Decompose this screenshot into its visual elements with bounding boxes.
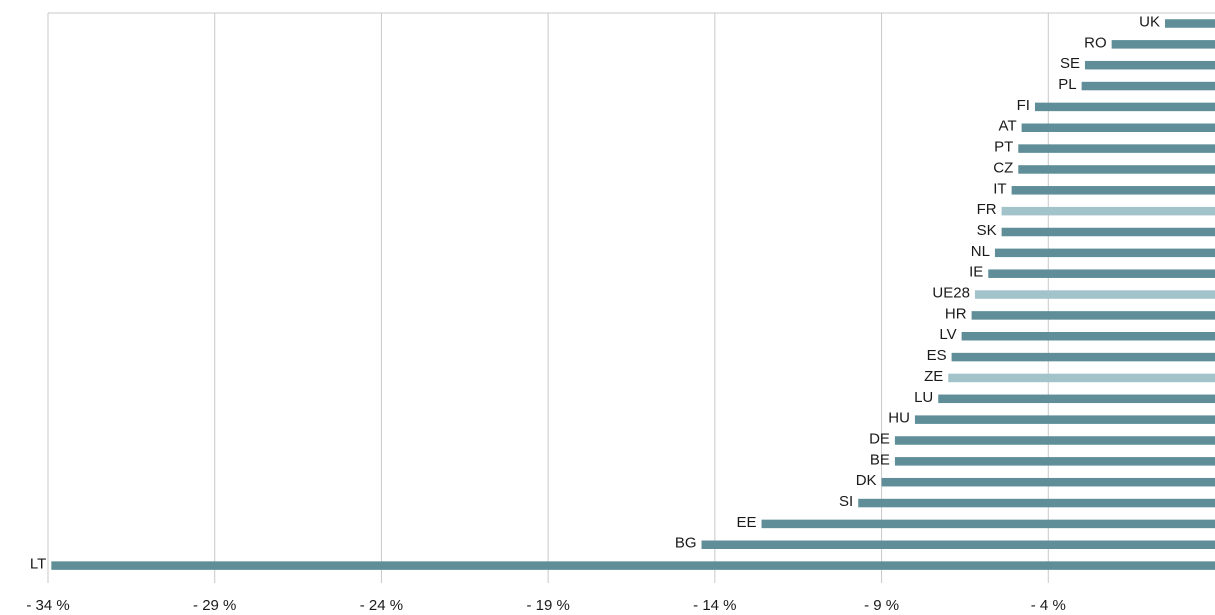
bar-lu (938, 394, 1215, 404)
category-label-it: IT (993, 180, 1006, 197)
x-tick-label-1: - 29 % (193, 597, 236, 614)
category-label-lv: LV (939, 326, 956, 343)
bar-bg (701, 540, 1215, 549)
bar-lt (51, 561, 1215, 570)
x-tick-label-0: - 34 % (26, 597, 69, 614)
bar-fr (1001, 206, 1215, 216)
category-label-at: AT (999, 118, 1017, 135)
category-label-es: ES (927, 347, 947, 364)
category-label-hr: HR (945, 305, 967, 322)
category-label-de: DE (869, 430, 890, 447)
category-label-be: BE (870, 451, 890, 468)
category-label-pl: PL (1058, 76, 1076, 93)
x-tick-label-4: - 14 % (693, 597, 736, 614)
bar-de (894, 436, 1215, 445)
category-label-fr: FR (977, 201, 997, 218)
category-label-fi: FI (1017, 97, 1030, 114)
bar-pt (1018, 144, 1215, 153)
category-label-lu: LU (914, 389, 933, 406)
bar-be (894, 457, 1215, 466)
category-label-pt: PT (994, 139, 1013, 156)
bar-hu (914, 415, 1215, 424)
category-label-hu: HU (888, 410, 910, 427)
category-label-dk: DK (856, 472, 877, 489)
bar-es (951, 352, 1215, 362)
category-label-ze: ZE (924, 368, 943, 385)
bar-dk (881, 477, 1215, 487)
bar-sk (1001, 227, 1215, 237)
bar-ee (761, 519, 1215, 529)
bar-ue28 (974, 290, 1215, 299)
category-label-lt: LT (30, 556, 46, 573)
category-label-nl: NL (971, 243, 990, 260)
bar-at (1021, 123, 1215, 132)
bars (51, 19, 1215, 570)
bar-pl (1081, 81, 1215, 91)
bar-hr (971, 311, 1215, 320)
bar-ro (1111, 40, 1215, 49)
bar-lv (961, 332, 1215, 341)
bar-fi (1034, 102, 1215, 112)
category-label-sk: SK (977, 222, 997, 239)
category-label-cz: CZ (993, 159, 1013, 176)
x-tick-label-2: - 24 % (360, 597, 403, 614)
x-tick-label-5: - 9 % (864, 597, 899, 614)
category-label-ue28: UE28 (932, 285, 970, 302)
bar-se (1084, 60, 1215, 70)
bar-ie (988, 269, 1215, 278)
bar-cz (1018, 165, 1215, 174)
bar-uk (1164, 19, 1215, 28)
bar-si (858, 498, 1215, 508)
category-label-se: SE (1060, 55, 1080, 72)
category-label-ie: IE (969, 264, 983, 281)
category-label-si: SI (839, 493, 853, 510)
category-label-bg: BG (675, 535, 697, 552)
bar-it (1011, 186, 1215, 195)
x-axis-tick-labels: - 34 % - 29 % - 24 % - 19 % - 14 % - 9 % - 4 % (26, 597, 1065, 614)
category-label-ee: EE (737, 514, 757, 531)
bar-ze (948, 373, 1215, 383)
category-label-ro: RO (1084, 34, 1107, 51)
category-label-uk: UK (1139, 13, 1160, 30)
x-tick-label-3: - 19 % (526, 597, 569, 614)
bar-nl (994, 248, 1215, 258)
x-tick-label-6: - 4 % (1031, 597, 1066, 614)
